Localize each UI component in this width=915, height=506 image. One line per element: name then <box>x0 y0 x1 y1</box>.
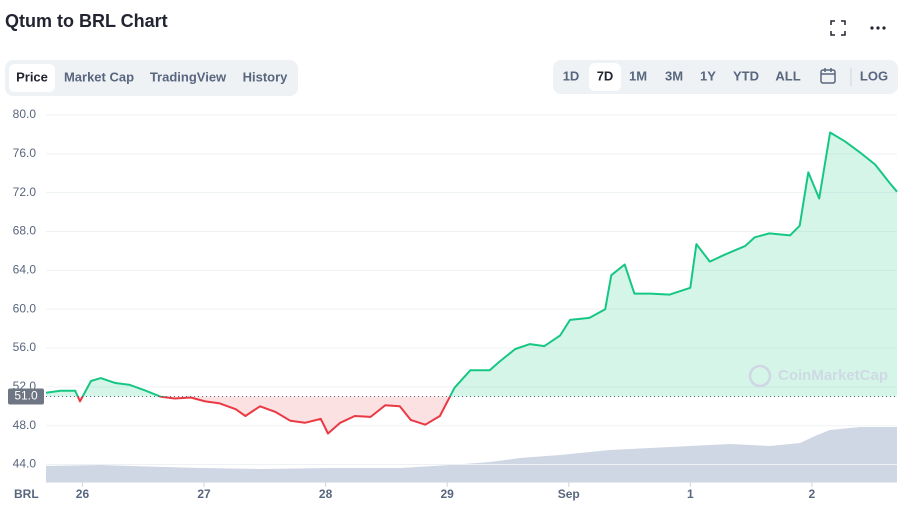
x-tick-label: 2 <box>809 487 816 501</box>
x-tick-label: 28 <box>319 487 333 501</box>
y-tick-label: 48.0 <box>13 418 37 432</box>
x-tick-label: 29 <box>441 487 455 501</box>
reference-badge <box>8 388 44 405</box>
x-tick-label: 26 <box>76 487 90 501</box>
tab-bar <box>5 60 298 96</box>
log-button[interactable]: LOG <box>860 68 888 83</box>
y-tick-label: 68.0 <box>13 224 37 238</box>
fullscreen-icon[interactable] <box>830 20 846 36</box>
active-range <box>589 63 621 91</box>
range-button[interactable]: 1M <box>629 68 647 83</box>
active-tab <box>9 64 55 92</box>
y-tick-label: 60.0 <box>13 301 37 315</box>
y-tick-label: 44.0 <box>13 457 37 471</box>
x-tick-label: 27 <box>197 487 211 501</box>
range-button[interactable]: 3M <box>665 68 683 83</box>
watermark: CoinMarketCap <box>778 367 888 384</box>
volume-area <box>46 427 897 482</box>
tab[interactable]: Price <box>16 69 48 84</box>
y-tick-label: 76.0 <box>13 146 37 160</box>
y-tick-label: 56.0 <box>13 340 37 354</box>
range-button[interactable]: 7D <box>597 68 614 83</box>
tab[interactable]: Market Cap <box>64 69 134 84</box>
more-icon[interactable] <box>870 26 886 30</box>
y-tick-label: 80.0 <box>13 107 37 121</box>
watermark-logo <box>748 364 772 388</box>
page-title: Qtum to BRL Chart <box>5 11 168 31</box>
range-button[interactable]: 1D <box>563 68 580 83</box>
range-button[interactable]: 1Y <box>700 68 716 83</box>
y-tick-label: 72.0 <box>13 185 37 199</box>
x-axis-label: BRL <box>14 487 39 501</box>
tab[interactable]: History <box>243 69 289 84</box>
range-button[interactable]: ALL <box>775 68 800 83</box>
range-bar <box>553 60 898 94</box>
tab[interactable]: TradingView <box>150 69 227 84</box>
x-tick-label: 1 <box>687 487 694 501</box>
calendar-icon[interactable] <box>820 68 836 84</box>
reference-label: 51.0 <box>14 389 38 403</box>
range-button[interactable]: YTD <box>733 68 759 83</box>
price-area <box>46 132 897 434</box>
y-tick-label: 64.0 <box>13 263 37 277</box>
price-line <box>45 131 898 435</box>
x-tick-label: Sep <box>558 487 580 501</box>
